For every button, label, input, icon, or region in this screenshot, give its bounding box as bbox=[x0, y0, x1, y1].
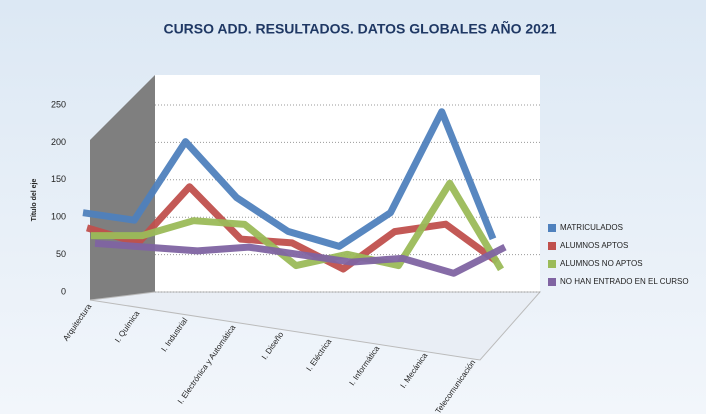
legend-swatch bbox=[548, 260, 556, 268]
series-line bbox=[82, 108, 497, 250]
legend-swatch bbox=[548, 278, 556, 286]
y-tick-label: 0 bbox=[61, 286, 66, 296]
legend-swatch bbox=[548, 242, 556, 250]
y-tick-label: 100 bbox=[51, 212, 66, 222]
legend-label: NO HAN ENTRADO EN EL CURSO bbox=[560, 277, 689, 286]
legend-label: ALUMNOS APTOS bbox=[560, 241, 628, 250]
y-axis-label: Título del eje bbox=[31, 179, 38, 222]
y-tick-label: 250 bbox=[51, 99, 66, 109]
series-line bbox=[91, 179, 505, 272]
chart-title: CURSO ADD. RESULTADOS. DATOS GLOBALES AÑ… bbox=[163, 20, 556, 37]
y-tick-label: 200 bbox=[51, 137, 66, 147]
y-tick-label: 150 bbox=[51, 174, 66, 184]
legend-swatch bbox=[548, 224, 556, 232]
series-line bbox=[86, 183, 500, 273]
y-tick-label: 50 bbox=[56, 249, 66, 259]
series-line bbox=[94, 239, 507, 277]
legend-label: ALUMNOS NO APTOS bbox=[560, 259, 643, 268]
legend-label: MATRICULADOS bbox=[560, 223, 623, 232]
